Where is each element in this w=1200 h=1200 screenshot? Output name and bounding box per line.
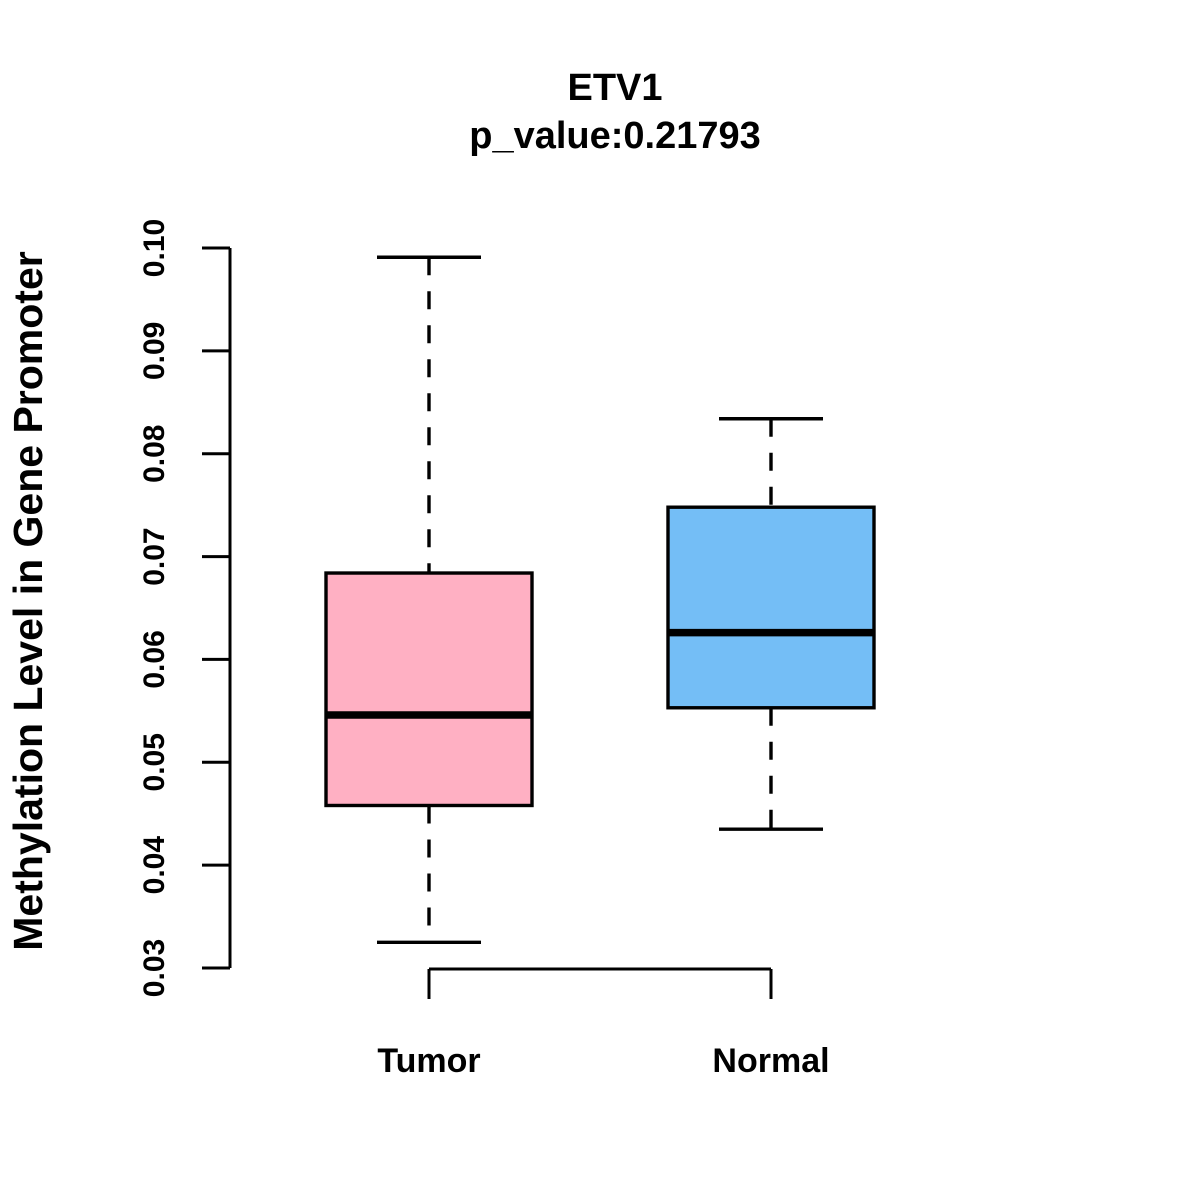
box-tumor [324,571,534,808]
title-block: ETV1 p_value:0.21793 [230,66,1000,159]
y-tick-label: 0.10 [138,219,171,277]
y-tick-label: 0.09 [138,322,171,380]
box-normal [666,505,876,710]
x-tick-label-tumor: Tumor [377,1042,480,1080]
y-tick-label: 0.04 [138,836,171,895]
x-tick-label-normal: Normal [712,1042,829,1080]
chart-title: ETV1 [567,67,663,109]
y-tick-label: 0.06 [138,630,171,688]
y-tick-label: 0.07 [138,527,171,585]
chart-pvalue-subtitle: p_value:0.21793 [469,114,761,157]
y-tick-label: 0.08 [138,425,171,483]
y-tick-label: 0.05 [138,733,171,791]
y-tick-label: 0.03 [138,939,171,997]
